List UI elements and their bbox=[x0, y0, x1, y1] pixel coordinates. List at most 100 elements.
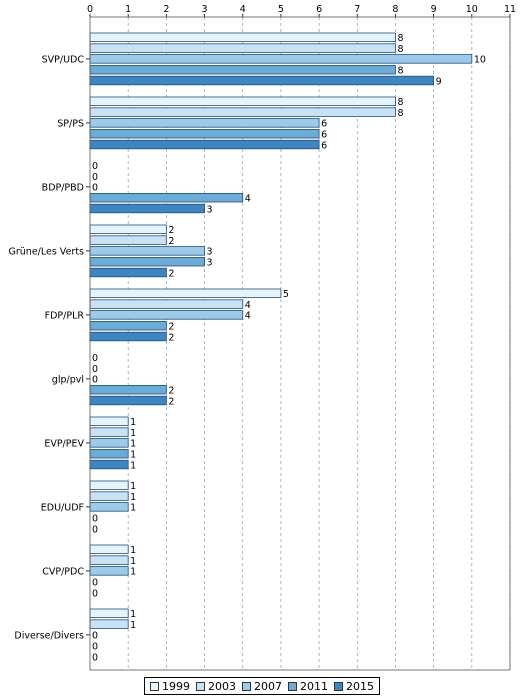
legend-swatch bbox=[242, 681, 251, 691]
data-label: 0 bbox=[92, 161, 98, 172]
bar bbox=[89, 54, 473, 64]
category-label: EDU/UDF bbox=[41, 502, 84, 513]
data-label: 1 bbox=[130, 609, 136, 620]
legend-item-1999: 1999 bbox=[150, 680, 190, 693]
bar bbox=[89, 438, 129, 448]
data-label: 4 bbox=[245, 300, 251, 311]
x-tick-label-8: 8 bbox=[392, 4, 398, 15]
data-label: 8 bbox=[397, 44, 403, 55]
legend: 1999 2003 2007 2011 2015 bbox=[144, 677, 380, 695]
bar bbox=[89, 491, 129, 501]
data-label: 2 bbox=[168, 396, 174, 407]
x-axis-ticks: 0 1 2 3 4 5 6 7 8 9 10 11 bbox=[87, 4, 516, 17]
category-label: Diverse/Divers bbox=[14, 630, 84, 641]
data-label: 1 bbox=[130, 620, 136, 631]
bar bbox=[89, 331, 167, 342]
legend-label: 1999 bbox=[162, 679, 190, 693]
bar bbox=[89, 32, 396, 43]
plot-area-border bbox=[89, 16, 511, 671]
data-label: 0 bbox=[92, 172, 98, 183]
data-label: 2 bbox=[168, 268, 174, 279]
data-label: 0 bbox=[92, 642, 98, 653]
bar bbox=[89, 267, 167, 278]
bar bbox=[89, 416, 129, 427]
x-tick-label-4: 4 bbox=[240, 4, 246, 15]
data-label: 2 bbox=[168, 386, 174, 397]
plot-frame bbox=[89, 16, 511, 671]
x-tick-label-0: 0 bbox=[87, 4, 93, 15]
bar bbox=[89, 299, 244, 309]
data-label: 0 bbox=[92, 183, 98, 194]
category-label: SVP/UDC bbox=[42, 54, 85, 65]
data-label: 0 bbox=[92, 631, 98, 642]
category-label: Grüne/Les Verts bbox=[9, 246, 85, 257]
data-label: 6 bbox=[321, 130, 327, 141]
data-label: 2 bbox=[168, 332, 174, 343]
bar bbox=[89, 288, 282, 299]
data-label: 1 bbox=[130, 567, 136, 578]
bar bbox=[89, 448, 129, 459]
legend-item-2011: 2011 bbox=[288, 680, 328, 693]
data-label: 0 bbox=[92, 652, 98, 663]
bar bbox=[89, 43, 396, 53]
legend-item-2007: 2007 bbox=[242, 680, 282, 693]
data-label: 2 bbox=[168, 322, 174, 333]
data-label: 4 bbox=[245, 311, 251, 322]
category-label: SP/PS bbox=[57, 118, 84, 129]
x-tick-label-2: 2 bbox=[163, 4, 169, 15]
bar bbox=[89, 619, 129, 629]
legend-label: 2007 bbox=[254, 679, 282, 693]
data-label: 3 bbox=[207, 204, 213, 215]
category-label: BDP/PBD bbox=[42, 182, 84, 193]
bar bbox=[89, 224, 167, 235]
category-label: FDP/PLR bbox=[45, 310, 85, 321]
bar bbox=[89, 139, 320, 150]
bar bbox=[89, 203, 205, 214]
bar bbox=[89, 246, 205, 256]
data-label: 10 bbox=[474, 55, 486, 66]
x-tick-label-9: 9 bbox=[431, 4, 437, 15]
data-label: 0 bbox=[92, 353, 98, 364]
x-tick-label-7: 7 bbox=[354, 4, 360, 15]
bar bbox=[89, 502, 129, 512]
legend-swatch bbox=[334, 681, 343, 691]
data-label: 5 bbox=[283, 289, 289, 300]
data-label: 9 bbox=[436, 76, 442, 87]
data-label: 1 bbox=[130, 428, 136, 439]
bar bbox=[89, 555, 129, 565]
category-label: glp/pvl bbox=[52, 374, 84, 385]
bar bbox=[89, 427, 129, 437]
data-label: 4 bbox=[245, 194, 251, 205]
bar bbox=[89, 235, 167, 245]
category-label: EVP/PEV bbox=[44, 438, 84, 449]
data-label: 3 bbox=[207, 247, 213, 258]
legend-swatch bbox=[150, 681, 159, 691]
x-tick-label-10: 10 bbox=[466, 4, 478, 15]
data-label: 1 bbox=[130, 450, 136, 461]
data-label: 1 bbox=[130, 481, 136, 492]
data-label: 0 bbox=[92, 588, 98, 599]
bar bbox=[89, 459, 129, 470]
bar bbox=[89, 310, 244, 320]
bar bbox=[89, 544, 129, 555]
bar bbox=[89, 192, 244, 203]
bar bbox=[89, 65, 396, 75]
legend-item-2003: 2003 bbox=[196, 680, 236, 693]
data-label: 6 bbox=[321, 140, 327, 151]
data-label: 1 bbox=[130, 503, 136, 514]
bar bbox=[89, 480, 129, 491]
x-tick-label-11: 11 bbox=[504, 4, 516, 15]
data-label: 1 bbox=[130, 545, 136, 556]
bar bbox=[89, 395, 167, 406]
data-label: 8 bbox=[397, 97, 403, 108]
legend-label: 2003 bbox=[208, 679, 236, 693]
legend-swatch bbox=[288, 681, 297, 691]
legend-label: 2011 bbox=[300, 679, 328, 693]
legend-label: 2015 bbox=[346, 679, 374, 693]
data-label: 0 bbox=[92, 514, 98, 525]
category-label: CVP/PDC bbox=[42, 566, 84, 577]
bar bbox=[89, 384, 167, 395]
x-tick-label-3: 3 bbox=[202, 4, 208, 15]
bar bbox=[89, 566, 129, 576]
x-tick-label-5: 5 bbox=[278, 4, 284, 15]
